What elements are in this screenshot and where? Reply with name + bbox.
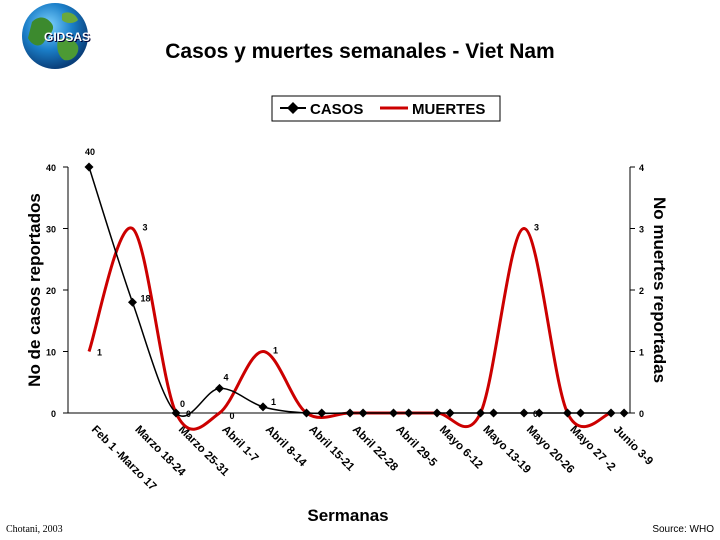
muertes-data-label: 3 — [143, 223, 148, 233]
y2-tick-label: 0 — [639, 409, 644, 419]
casos-data-label: 40 — [85, 147, 95, 157]
casos-data-label: 4 — [224, 372, 229, 382]
casos-point — [215, 383, 224, 393]
muertes-data-label: 1 — [97, 348, 102, 358]
footer-credit: Chotani, 2003 — [6, 524, 63, 535]
y-tick-label: 40 — [46, 163, 56, 173]
casos-point — [84, 162, 94, 172]
casos-point — [258, 402, 268, 412]
casos-point-secondary — [576, 408, 586, 418]
globe-icon — [22, 3, 88, 69]
casos-point — [128, 297, 137, 307]
x-category-label: Abril 29-5 — [393, 424, 439, 470]
casos-point-secondary — [534, 408, 544, 418]
y-tick-label: 30 — [46, 225, 56, 235]
casos-point-secondary — [358, 408, 368, 418]
footer-source: Source: WHO — [652, 524, 714, 535]
y2-tick-label: 2 — [639, 286, 644, 296]
x-category-label: Abril 22-28 — [350, 424, 400, 474]
x-category-label: Junio 3-9 — [611, 424, 655, 468]
x-category-label: Mayo 6-12 — [437, 424, 485, 472]
casos-point-secondary — [317, 408, 327, 418]
casos-point-secondary — [619, 408, 629, 418]
y2-tick-label: 3 — [639, 225, 644, 235]
casos-point-secondary — [404, 408, 414, 418]
casos-point — [476, 408, 485, 418]
y-tick-label: 10 — [46, 348, 56, 358]
y2-tick-label: 4 — [639, 163, 644, 173]
casos-point — [606, 408, 616, 418]
casos-point — [345, 408, 355, 418]
casos-point — [432, 408, 442, 418]
y-tick-label: 0 — [51, 409, 56, 419]
x-category-label: Abril 1-7 — [219, 424, 260, 465]
y2-tick-label: 1 — [639, 348, 644, 358]
casos-point — [389, 408, 398, 418]
casos-point-secondary — [489, 408, 499, 418]
legend-casos-marker — [287, 102, 299, 114]
casos-point — [563, 408, 572, 418]
x-axis-label: Sermanas — [307, 506, 388, 525]
x-category-label: Abril 8-14 — [263, 424, 309, 470]
legend-muertes-label: MUERTES — [412, 101, 485, 118]
gidsas-logo: GIDSAS — [18, 2, 92, 70]
logo-text: GIDSAS — [44, 30, 91, 44]
casos-data-label: 1 — [271, 397, 276, 407]
y2-axis-label: No muertes reportadas — [650, 197, 669, 383]
legend-casos-label: CASOS — [310, 101, 363, 118]
y-tick-label: 20 — [46, 286, 56, 296]
casos-point-secondary — [445, 408, 455, 418]
x-category-label: Abril 15-21 — [306, 424, 356, 474]
y-axis-label: No de casos reportados — [25, 193, 44, 387]
chart-title: Casos y muertes semanales - Viet Nam — [165, 40, 555, 63]
muertes-data-label: 1 — [273, 346, 278, 356]
casos-point — [171, 408, 181, 418]
muertes-data-label: 0 — [186, 409, 191, 419]
casos-data-label: 18 — [141, 293, 151, 303]
casos-data-label: 0 — [533, 409, 538, 419]
muertes-data-label: 3 — [534, 223, 539, 233]
casos-point — [302, 408, 311, 418]
muertes-data-label: 0 — [230, 411, 235, 421]
casos-point — [519, 408, 529, 418]
casos-data-label: 0 — [180, 399, 185, 409]
